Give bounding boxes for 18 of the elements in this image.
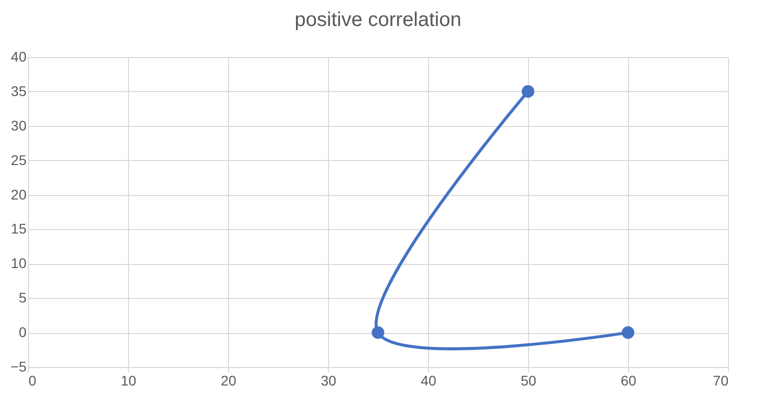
- y-tick-label: −5: [10, 358, 27, 374]
- x-tick-label: 20: [220, 372, 236, 388]
- x-tick-label: 50: [520, 372, 536, 388]
- x-tick-label: 40: [420, 372, 436, 388]
- y-tick-label: 10: [10, 255, 27, 272]
- chart-title: positive correlation: [294, 9, 462, 31]
- x-tick-label: 10: [120, 372, 136, 388]
- x-tick-label: 60: [620, 372, 636, 388]
- y-tick-label: 5: [18, 290, 27, 306]
- x-tick-label: 30: [320, 372, 336, 388]
- y-tick-label: 40: [10, 48, 27, 64]
- y-tick-label: 0: [18, 324, 27, 340]
- x-tick-label: 70: [712, 372, 729, 388]
- y-tick-label: 35: [10, 82, 27, 99]
- y-tick-label: 20: [10, 186, 27, 202]
- y-tick-label: 15: [10, 220, 27, 237]
- y-tick-label: 25: [10, 152, 27, 168]
- y-tick-label: 30: [10, 117, 27, 134]
